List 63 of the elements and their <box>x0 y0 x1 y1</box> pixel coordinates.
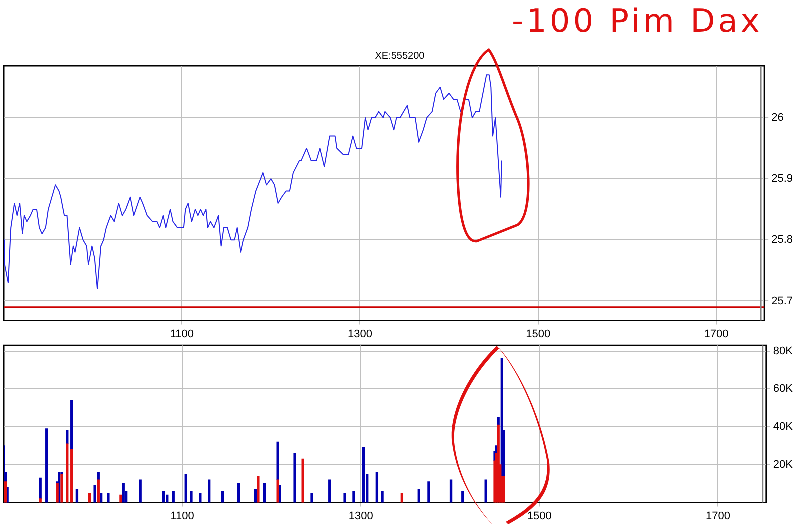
bar <box>376 472 379 503</box>
y-tick-label: 25.8 <box>772 234 794 246</box>
bar <box>66 430 69 444</box>
bar <box>100 493 103 503</box>
x-tick-label: 1100 <box>170 510 194 522</box>
bar <box>221 491 224 503</box>
bar <box>120 494 122 503</box>
x-tick-label: 1700 <box>706 510 730 522</box>
x-tick-label: 1500 <box>526 328 551 340</box>
bar <box>88 493 92 503</box>
y-tick-label: 60K <box>773 383 794 396</box>
bar <box>362 448 366 503</box>
bar <box>172 491 175 503</box>
bar <box>107 493 110 503</box>
bar <box>344 493 346 503</box>
y-tick-label: 40K <box>773 421 794 434</box>
bar <box>310 493 314 503</box>
bar <box>46 428 48 503</box>
bar <box>400 493 404 503</box>
bar <box>462 491 464 503</box>
bar <box>254 489 258 503</box>
bar <box>257 476 260 503</box>
bar <box>450 480 453 503</box>
bar <box>66 444 69 503</box>
bar <box>428 482 430 503</box>
bar <box>122 484 125 503</box>
bar <box>276 480 280 503</box>
bar <box>70 449 74 503</box>
bar <box>484 480 488 503</box>
bar <box>381 491 384 503</box>
bar <box>190 491 193 503</box>
bar <box>237 484 240 503</box>
bar <box>4 482 8 503</box>
text: -100 Pim Dax <box>512 2 763 40</box>
x-tick-label: 1300 <box>348 510 374 522</box>
bar <box>208 480 211 503</box>
bar <box>352 491 356 503</box>
bar <box>263 484 266 503</box>
bar <box>139 480 142 503</box>
y-tick-label: 25.7 <box>772 295 794 308</box>
chart-title: XE:555200 <box>375 50 426 62</box>
y-tick-label: 26 <box>772 112 784 124</box>
x-tick-label: 1700 <box>704 328 729 340</box>
bar <box>276 442 280 480</box>
y-tick-label: 20K <box>773 458 794 471</box>
bar <box>94 485 96 503</box>
x-tick-label: 1300 <box>348 328 372 340</box>
bar <box>39 478 42 500</box>
bar <box>76 489 79 503</box>
bar <box>418 489 420 503</box>
x-tick-label: 1100 <box>170 328 194 340</box>
y-tick-label: 80K <box>773 345 794 358</box>
y-tick-label: 25.9 <box>772 173 794 186</box>
bar <box>328 480 332 503</box>
bar <box>162 491 166 503</box>
bar <box>199 493 202 503</box>
x-tick-label: 1500 <box>527 510 552 522</box>
bar <box>39 498 42 503</box>
bar <box>294 453 296 503</box>
bar <box>302 458 304 503</box>
bar <box>97 480 100 503</box>
bar <box>70 400 74 450</box>
bar <box>184 474 188 503</box>
